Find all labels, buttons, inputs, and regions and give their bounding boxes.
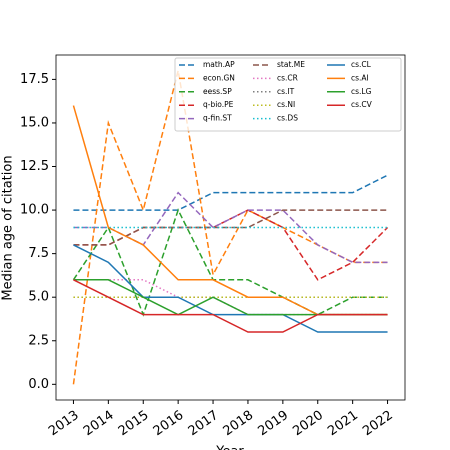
y-tick-label: 5.0 <box>28 290 49 305</box>
series-line <box>73 209 389 281</box>
series-line <box>73 279 388 333</box>
legend-label: q-fin.ST <box>203 114 232 123</box>
x-axis-label: Year <box>215 445 244 450</box>
legend-label: q-bio.PE <box>203 100 234 109</box>
x-tick-label: 2016 <box>151 408 187 439</box>
x-tick-label: 2015 <box>116 408 152 439</box>
y-tick-label: 12.5 <box>20 159 49 174</box>
x-tick-label: 2017 <box>186 408 222 439</box>
legend-label: eess.SP <box>203 87 232 96</box>
legend-box <box>174 57 402 132</box>
series-line <box>72 208 388 317</box>
y-tick-label: 2.5 <box>28 333 49 348</box>
series-line <box>73 244 388 333</box>
legend-label: cs.LG <box>351 87 372 96</box>
x-tick-label: 2013 <box>46 408 82 439</box>
y-tick-label: 17.5 <box>20 72 49 87</box>
x-tick-label: 2014 <box>81 408 117 439</box>
x-tick-label: 2021 <box>325 408 361 439</box>
legend-label: cs.NI <box>277 100 295 109</box>
legend-label: math.AP <box>203 60 235 69</box>
legend-label: cs.CV <box>351 100 373 109</box>
legend-label: cs.AI <box>351 73 369 82</box>
y-tick-label: 0.0 <box>28 377 49 392</box>
x-tick-label: 2020 <box>290 408 326 439</box>
legend-label: cs.CR <box>277 73 298 82</box>
series-line <box>73 174 388 211</box>
y-axis-label: Median age of citation <box>1 155 16 300</box>
y-tick-label: 7.5 <box>28 246 49 261</box>
y-tick-label: 10.0 <box>20 203 49 218</box>
x-tick-label: 2018 <box>221 408 257 439</box>
x-tick-label: 2022 <box>360 408 396 439</box>
plot-frame <box>55 54 406 401</box>
legend: math.AP econ.GN eess.SP q-bio.PE q-fin.ST sta… <box>174 57 402 132</box>
x-tick-label: 2019 <box>255 408 291 439</box>
y-tick-label: 15.0 <box>20 115 49 130</box>
legend-label: econ.GN <box>203 73 235 82</box>
legend-label: cs.IT <box>277 87 295 96</box>
legend-label: cs.CL <box>351 60 372 69</box>
legend-label: cs.DS <box>277 114 298 123</box>
legend-label: stat.ME <box>277 60 305 69</box>
